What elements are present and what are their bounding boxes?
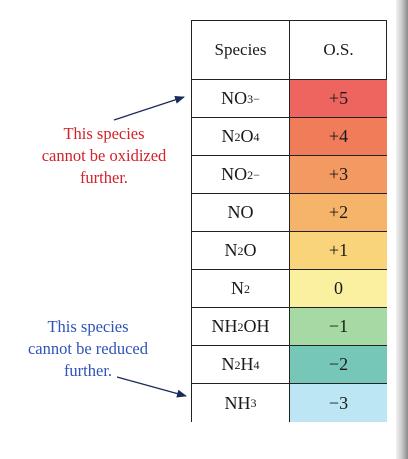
page-edge-shadow xyxy=(396,0,408,459)
species-no3: NO 3− xyxy=(192,80,290,118)
note-line: This species xyxy=(63,124,145,143)
arrow-to-nh3 xyxy=(116,376,187,398)
os-cell: +3 xyxy=(290,156,387,194)
note-cannot-be-oxidized: This species cannot be oxidized further. xyxy=(40,123,168,189)
note-cannot-be-reduced: This species cannot be reduced further. xyxy=(18,316,158,382)
os-cell: −3 xyxy=(290,384,387,422)
os-cell: 0 xyxy=(290,270,387,308)
note-line: cannot be oxidized xyxy=(41,146,167,165)
species-no2: NO 2− xyxy=(192,156,290,194)
note-line: further. xyxy=(79,168,129,187)
os-cell: −2 xyxy=(290,346,387,384)
note-line: cannot be reduced xyxy=(27,339,149,358)
os-cell: −1 xyxy=(290,308,387,346)
note-line: This species xyxy=(47,317,129,336)
species-nh3: NH 3 xyxy=(192,384,290,422)
os-cell: +2 xyxy=(290,194,387,232)
species-no: NO xyxy=(192,194,290,232)
os-cell: +5 xyxy=(290,80,387,118)
header-os: O.S. xyxy=(290,21,387,80)
os-cell: +1 xyxy=(290,232,387,270)
arrow-to-no3 xyxy=(113,96,185,121)
os-cell: +4 xyxy=(290,118,387,156)
species-nh2oh: NH 2 OH xyxy=(192,308,290,346)
header-species: Species xyxy=(192,21,290,80)
note-line: further. xyxy=(63,361,113,380)
